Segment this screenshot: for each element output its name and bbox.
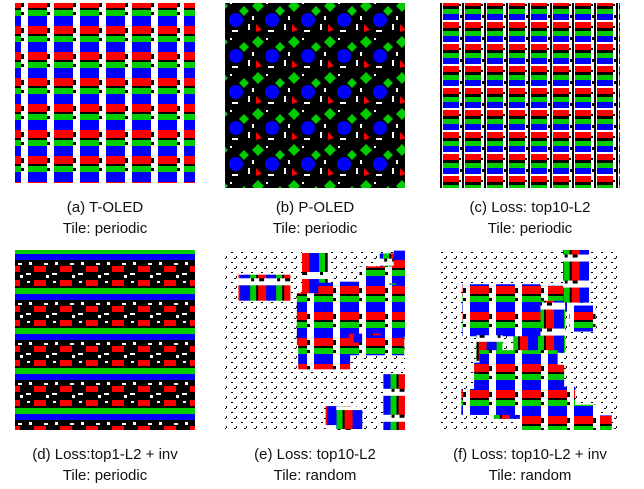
tile-block <box>621 277 644 329</box>
tile-block <box>383 374 435 452</box>
tile-block <box>383 285 435 337</box>
caption: (a) T-OLED <box>67 199 144 216</box>
caption-tile: Tile: random <box>274 467 357 484</box>
tile-block <box>238 275 290 301</box>
image-loss-top10 <box>440 3 620 188</box>
tile-block <box>569 306 595 332</box>
image-t-oled <box>15 3 195 183</box>
image-random-top10-inv <box>440 225 644 468</box>
caption-tile: Tile: periodic <box>488 220 573 237</box>
caption: (c) Loss: top10-L2 <box>470 199 591 216</box>
caption: (f) Loss: top10-L2 + inv <box>453 446 607 463</box>
tile-block <box>336 406 362 432</box>
caption-tile: Tile: random <box>489 467 572 484</box>
caption: (b) P-OLED <box>276 199 355 216</box>
tile-block <box>480 350 558 376</box>
caption-tile: Tile: periodic <box>273 220 358 237</box>
tile-block <box>298 343 350 369</box>
tile-block <box>462 284 540 336</box>
caption: (e) Loss: top10-L2 <box>254 446 376 463</box>
image-random-top10 <box>225 241 437 457</box>
image-loss-top1-inv <box>15 250 195 430</box>
caption-tile: Tile: periodic <box>63 467 148 484</box>
image-p-oled <box>225 3 405 188</box>
page: {"panels": [ {"caption": "(a) T-OLED", "… <box>0 0 644 489</box>
caption: (d) Loss:top1-L2 + inv <box>32 446 178 463</box>
caption-tile: Tile: periodic <box>63 220 148 237</box>
tile-block <box>337 282 389 334</box>
figure: (a) T-OLED Tile: periodic (b) P-OLED Tile: … <box>0 0 644 489</box>
